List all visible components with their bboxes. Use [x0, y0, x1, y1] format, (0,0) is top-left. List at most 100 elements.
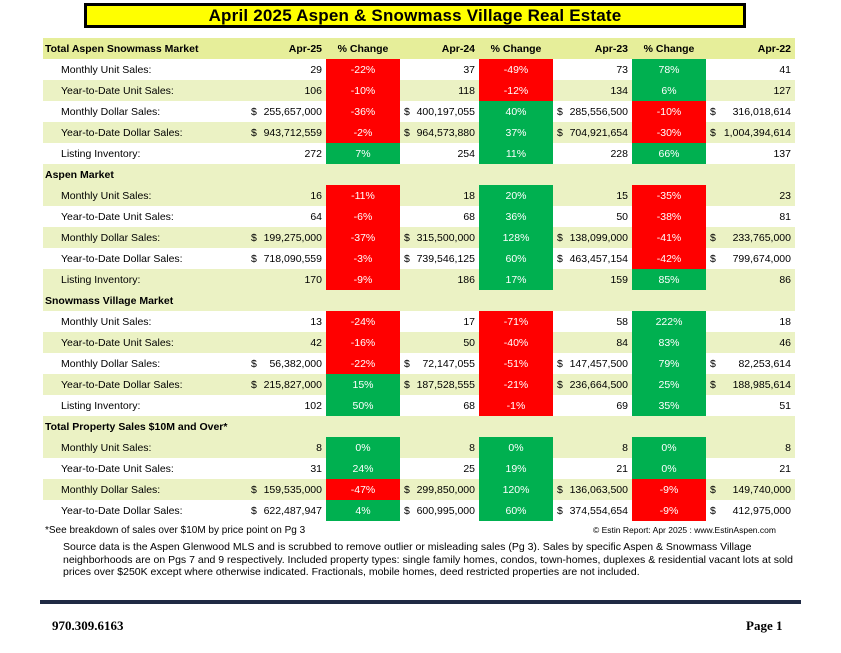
dollar-value: 159,535,000: [263, 483, 322, 496]
percent-change: 120%: [479, 479, 553, 500]
value-cell: $136,063,500: [553, 479, 632, 500]
empty-cell: [247, 416, 326, 437]
percent-change: 128%: [479, 227, 553, 248]
empty-cell: [479, 164, 553, 185]
report-title: April 2025 Aspen & Snowmass Village Real…: [84, 3, 746, 28]
row-label: Year-to-Date Unit Sales:: [43, 80, 247, 101]
currency-symbol: $: [710, 105, 716, 118]
value-cell: 8: [247, 437, 326, 458]
empty-cell: [326, 416, 400, 437]
currency-symbol: $: [557, 105, 563, 118]
value-cell: 127: [706, 80, 795, 101]
empty-cell: [479, 290, 553, 311]
table-row: Monthly Dollar Sales: $56,382,000 -22% $72,…: [43, 353, 795, 374]
row-label: Year-to-Date Unit Sales:: [43, 458, 247, 479]
dollar-value: 315,500,000: [416, 231, 475, 244]
section-title: Total Property Sales $10M and Over*: [43, 416, 247, 437]
percent-change: 0%: [632, 458, 706, 479]
value-cell: $622,487,947: [247, 500, 326, 521]
value-cell: 86: [706, 269, 795, 290]
column-header: % Change: [632, 38, 706, 59]
value-cell: 16: [247, 185, 326, 206]
dollar-value: 138,099,000: [569, 231, 628, 244]
dollar-value: 316,018,614: [732, 105, 791, 118]
dollar-value: 718,090,559: [263, 252, 322, 265]
percent-change: -49%: [479, 59, 553, 80]
value-cell: $943,712,559: [247, 122, 326, 143]
value-cell: $159,535,000: [247, 479, 326, 500]
phone-number: 970.309.6163: [52, 618, 124, 633]
value-cell: 29: [247, 59, 326, 80]
currency-symbol: $: [251, 357, 257, 370]
value-cell: 73: [553, 59, 632, 80]
percent-change: -3%: [326, 248, 400, 269]
currency-symbol: $: [557, 504, 563, 517]
column-header: % Change: [326, 38, 400, 59]
percent-change: -37%: [326, 227, 400, 248]
empty-cell: [400, 290, 479, 311]
value-cell: $138,099,000: [553, 227, 632, 248]
section-title: Total Aspen Snowmass Market: [43, 38, 247, 59]
row-label: Year-to-Date Dollar Sales:: [43, 248, 247, 269]
value-cell: 13: [247, 311, 326, 332]
value-cell: $215,827,000: [247, 374, 326, 395]
currency-symbol: $: [710, 231, 716, 244]
value-cell: 51: [706, 395, 795, 416]
value-cell: $600,995,000: [400, 500, 479, 521]
table-row: Year-to-Date Dollar Sales: $718,090,559 -3…: [43, 248, 795, 269]
percent-change: 85%: [632, 269, 706, 290]
value-cell: 37: [400, 59, 479, 80]
market-table: Total Aspen Snowmass Market Apr-25% Chang…: [43, 38, 795, 521]
value-cell: 69: [553, 395, 632, 416]
currency-symbol: $: [404, 483, 410, 496]
value-cell: $799,674,000: [706, 248, 795, 269]
table-row: Monthly Unit Sales: 13 -24% 17 -71% 58 222% 18: [43, 311, 795, 332]
table-row: Listing Inventory: 170 -9% 186 17% 159 85% 86: [43, 269, 795, 290]
currency-symbol: $: [251, 252, 257, 265]
value-cell: $236,664,500: [553, 374, 632, 395]
value-cell: 21: [706, 458, 795, 479]
percent-change: -24%: [326, 311, 400, 332]
column-header: % Change: [479, 38, 553, 59]
value-cell: 102: [247, 395, 326, 416]
currency-symbol: $: [710, 126, 716, 139]
row-label: Monthly Unit Sales:: [43, 185, 247, 206]
value-cell: $374,554,654: [553, 500, 632, 521]
value-cell: $56,382,000: [247, 353, 326, 374]
empty-cell: [247, 290, 326, 311]
empty-cell: [479, 416, 553, 437]
value-cell: 8: [553, 437, 632, 458]
percent-change: 222%: [632, 311, 706, 332]
empty-cell: [706, 164, 795, 185]
empty-cell: [706, 416, 795, 437]
dollar-value: 56,382,000: [269, 357, 322, 370]
dollar-value: 799,674,000: [732, 252, 791, 265]
row-label: Year-to-Date Dollar Sales:: [43, 500, 247, 521]
currency-symbol: $: [557, 126, 563, 139]
percent-change: 4%: [326, 500, 400, 521]
percent-change: -16%: [326, 332, 400, 353]
percent-change: -10%: [632, 101, 706, 122]
percent-change: 83%: [632, 332, 706, 353]
row-label: Monthly Unit Sales:: [43, 59, 247, 80]
percent-change: -47%: [326, 479, 400, 500]
dollar-value: 943,712,559: [263, 126, 322, 139]
value-cell: 106: [247, 80, 326, 101]
percent-change: -9%: [632, 479, 706, 500]
table-row: Listing Inventory: 102 50% 68 -1% 69 35% 51: [43, 395, 795, 416]
value-cell: 50: [400, 332, 479, 353]
percent-change: -40%: [479, 332, 553, 353]
section-title: Aspen Market: [43, 164, 247, 185]
currency-symbol: $: [404, 105, 410, 118]
row-label: Year-to-Date Unit Sales:: [43, 206, 247, 227]
percent-change: 19%: [479, 458, 553, 479]
value-cell: $400,197,055: [400, 101, 479, 122]
value-cell: $718,090,559: [247, 248, 326, 269]
section-header-row: Total Property Sales $10M and Over*: [43, 416, 795, 437]
dollar-value: 82,253,614: [738, 357, 791, 370]
percent-change: -6%: [326, 206, 400, 227]
percent-change: 17%: [479, 269, 553, 290]
percent-change: -51%: [479, 353, 553, 374]
currency-symbol: $: [251, 483, 257, 496]
value-cell: $82,253,614: [706, 353, 795, 374]
